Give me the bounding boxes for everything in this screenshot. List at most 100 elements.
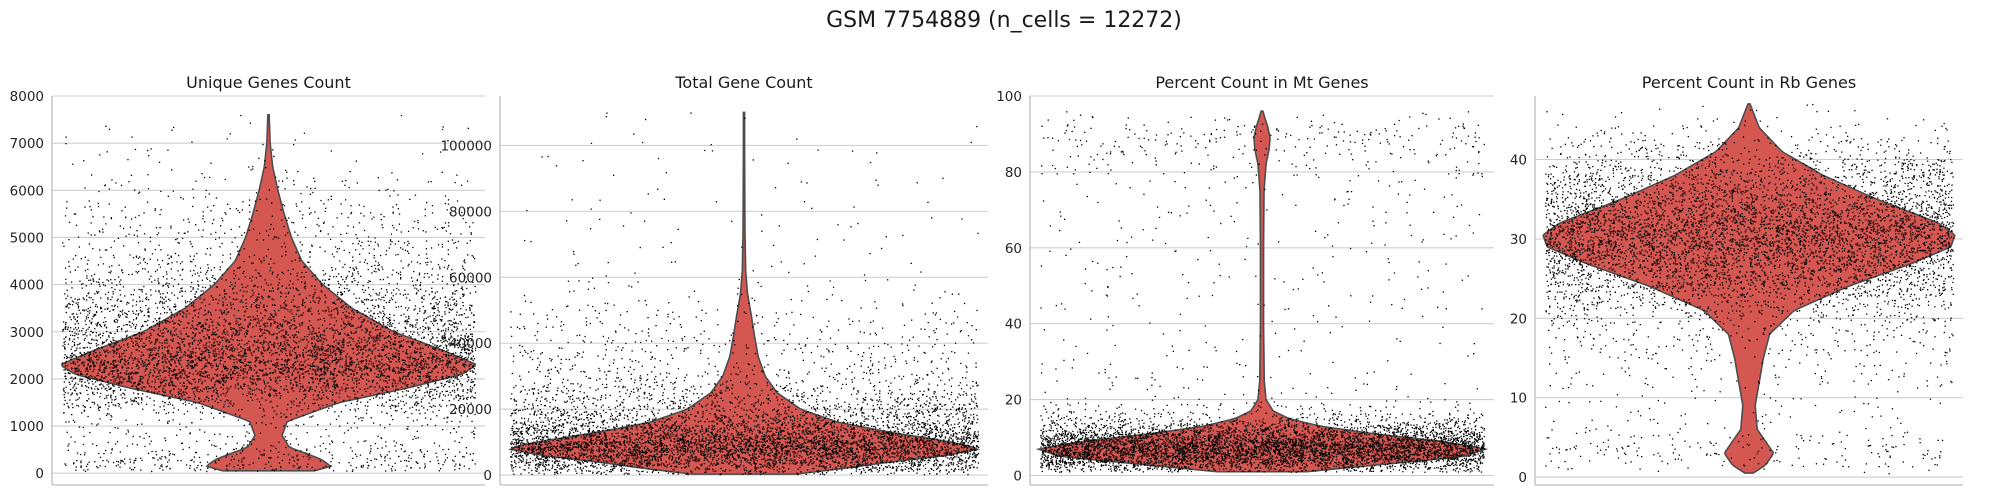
- data-point: [311, 353, 314, 355]
- data-point: [306, 466, 308, 468]
- data-point: [92, 299, 94, 301]
- data-point: [309, 368, 311, 370]
- data-point: [234, 413, 237, 415]
- data-point: [468, 379, 470, 381]
- data-point: [321, 389, 323, 391]
- data-point: [327, 385, 329, 387]
- data-point: [192, 317, 194, 319]
- data-point: [297, 371, 300, 373]
- data-point: [77, 304, 79, 306]
- data-point: [381, 403, 383, 405]
- data-point: [120, 300, 123, 302]
- data-point: [229, 302, 232, 304]
- data-point: [415, 409, 417, 411]
- data-point: [93, 280, 95, 283]
- data-point: [225, 345, 228, 347]
- data-point: [459, 464, 461, 466]
- data-point: [206, 248, 208, 250]
- data-point: [162, 371, 164, 373]
- data-point: [407, 428, 409, 430]
- data-point: [181, 295, 183, 297]
- data-point: [470, 363, 472, 365]
- data-point: [331, 310, 333, 312]
- data-point: [192, 288, 194, 290]
- data-point: [411, 372, 414, 374]
- data-point: [121, 210, 123, 212]
- data-point: [194, 335, 196, 338]
- data-point: [334, 387, 336, 389]
- data-point: [385, 377, 387, 379]
- data-point: [259, 369, 261, 371]
- data-point: [375, 271, 377, 273]
- data-point: [256, 307, 258, 309]
- data-point: [298, 306, 300, 308]
- data-point: [352, 274, 354, 276]
- data-point: [72, 362, 74, 364]
- data-point: [107, 461, 110, 463]
- data-point: [73, 328, 75, 330]
- data-point: [357, 311, 359, 313]
- data-point: [470, 381, 472, 383]
- data-point: [159, 467, 161, 470]
- data-point: [304, 306, 306, 308]
- data-point: [377, 435, 379, 437]
- data-point: [125, 335, 128, 338]
- data-point: [296, 355, 298, 357]
- data-point: [366, 344, 369, 346]
- data-point: [413, 435, 416, 438]
- data-point: [434, 226, 436, 228]
- data-point: [245, 305, 247, 307]
- data-point: [178, 319, 180, 322]
- data-point: [293, 318, 295, 320]
- data-point: [98, 384, 101, 386]
- data-point: [206, 277, 208, 279]
- data-point: [214, 344, 216, 347]
- data-point: [398, 347, 401, 349]
- data-point: [207, 454, 209, 456]
- data-point: [258, 362, 260, 364]
- data-point: [426, 409, 429, 411]
- data-point: [449, 432, 452, 434]
- data-point: [397, 372, 399, 374]
- data-point: [76, 320, 78, 323]
- data-point: [374, 442, 377, 445]
- data-point: [265, 230, 268, 232]
- data-point: [261, 298, 264, 300]
- data-point: [113, 369, 115, 372]
- data-point: [111, 448, 113, 450]
- data-point: [159, 317, 161, 319]
- data-point: [413, 309, 415, 311]
- data-point: [204, 337, 207, 340]
- data-point: [353, 269, 355, 271]
- data-point: [293, 466, 295, 468]
- data-point: [361, 394, 363, 396]
- data-point: [447, 240, 449, 242]
- data-point: [106, 381, 109, 383]
- data-point: [107, 362, 109, 364]
- data-point: [334, 329, 336, 332]
- data-point: [252, 294, 254, 296]
- data-point: [327, 360, 329, 362]
- data-point: [97, 408, 100, 410]
- data-point: [210, 314, 212, 316]
- data-point: [79, 352, 81, 354]
- data-point: [429, 391, 431, 393]
- data-point: [358, 222, 361, 224]
- data-point: [418, 254, 420, 256]
- data-point: [388, 331, 391, 333]
- data-point: [472, 222, 474, 224]
- data-point: [165, 338, 168, 340]
- data-point: [90, 234, 92, 236]
- data-point: [71, 403, 74, 405]
- data-point: [258, 401, 261, 403]
- data-point: [130, 326, 132, 328]
- data-point: [149, 372, 152, 374]
- data-point: [75, 213, 77, 215]
- data-point: [190, 354, 192, 356]
- data-point: [91, 388, 93, 390]
- data-point: [447, 266, 449, 268]
- data-point: [235, 323, 237, 325]
- data-point: [65, 143, 67, 145]
- data-point: [175, 238, 177, 241]
- data-point: [333, 308, 335, 311]
